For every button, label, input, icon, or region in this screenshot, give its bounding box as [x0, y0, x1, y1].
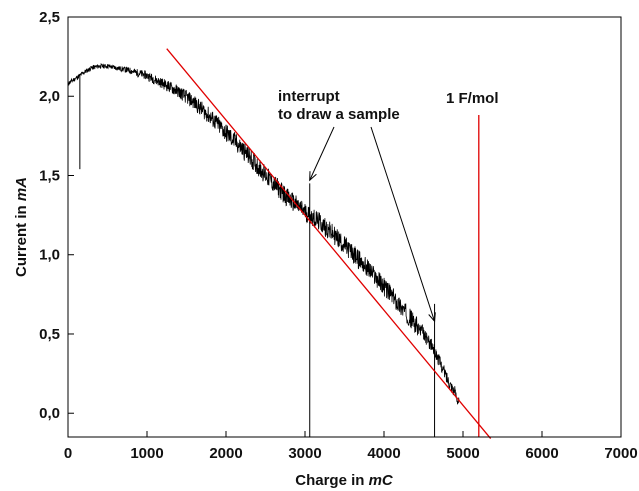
x-axis-title-unit: mC: [369, 472, 394, 489]
y-axis-title-unit: mA: [13, 177, 30, 201]
annotation-arrow-head: [309, 171, 317, 182]
y-axis-ticks: 0,0 0,5 1,0 1,5 2,0 2,5: [39, 9, 74, 422]
y-tick-label: 1,0: [39, 247, 60, 264]
reference-line-label: 1 F/mol: [446, 90, 499, 107]
fit-line: [166, 48, 492, 440]
x-axis-ticks: 0 1000 2000 3000 4000 5000 6000 7000: [64, 431, 638, 462]
annotation-interrupt-line2: to draw a sample: [278, 106, 400, 123]
y-tick-label: 2,5: [39, 9, 60, 26]
y-tick-label: 0,5: [39, 326, 60, 343]
y-tick-label: 2,0: [39, 88, 60, 105]
x-tick-label: 3000: [288, 445, 321, 462]
y-axis-title: Current in mA: [13, 177, 30, 277]
x-tick-label: 2000: [209, 445, 242, 462]
annotation-interrupt-line1: interrupt: [278, 88, 340, 105]
annotation-arrow-head: [428, 312, 436, 323]
x-tick-label: 0: [64, 445, 72, 462]
y-axis-title-text: Current in: [13, 201, 30, 277]
x-tick-label: 1000: [130, 445, 163, 462]
y-tick-label: 1,5: [39, 167, 60, 184]
annotation-arrow-shaft: [309, 126, 335, 181]
x-tick-label: 7000: [604, 445, 637, 462]
x-tick-label: 5000: [446, 445, 479, 462]
y-tick-label: 0,0: [39, 405, 60, 422]
x-axis-title-text: Charge in: [295, 472, 368, 489]
series-layer: [67, 48, 492, 440]
plot-frame: [67, 16, 622, 438]
annotation-arrow-shaft: [370, 126, 436, 322]
x-tick-label: 6000: [525, 445, 558, 462]
annotation-layer: [309, 126, 436, 323]
x-axis-title: Charge in mC: [295, 472, 394, 489]
x-tick-label: 4000: [367, 445, 400, 462]
current-trace: [67, 62, 460, 405]
